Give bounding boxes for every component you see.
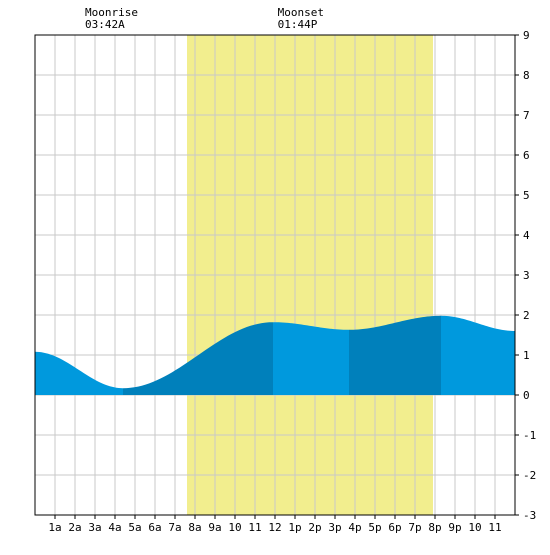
y-tick-label: 9 [523,29,530,42]
moonset-label: Moonset [278,6,324,19]
x-tick-label: 1p [288,521,301,534]
x-tick-label: 9p [448,521,461,534]
x-tick-label: 4p [348,521,361,534]
moonrise-time: 03:42A [85,18,125,31]
x-tick-label: 12 [268,521,281,534]
y-tick-label: 6 [523,149,530,162]
x-tick-label: 3a [88,521,101,534]
y-tick-label: -3 [523,509,536,522]
x-tick-label: 2a [68,521,81,534]
y-tick-label: 5 [523,189,530,202]
moonset-time: 01:44P [278,18,318,31]
label-layer: Moonrise 03:42A Moonset 01:44P -3-2-1012… [48,6,536,534]
x-tick-label: 1a [48,521,61,534]
y-tick-label: 4 [523,229,530,242]
x-tick-label: 5p [368,521,381,534]
tide-segment-rising [123,322,273,395]
moonrise-label: Moonrise [85,6,138,19]
y-tick-label: -1 [523,429,536,442]
x-tick-label: 10 [468,521,481,534]
frame-layer [34,34,519,519]
tide-segment-falling [273,322,349,395]
x-tick-label: 11 [248,521,261,534]
y-tick-label: 3 [523,269,530,282]
tide-layer [35,315,515,395]
x-tick-label: 7p [408,521,421,534]
tide-segment-falling [35,351,123,395]
x-tick-label: 3p [328,521,341,534]
x-tick-label: 2p [308,521,321,534]
y-tick-label: -2 [523,469,536,482]
x-tick-label: 4a [108,521,121,534]
y-tick-label: 0 [523,389,530,402]
y-tick-label: 7 [523,109,530,122]
x-tick-label: 8a [188,521,201,534]
x-tick-label: 11 [488,521,501,534]
y-tick-label: 1 [523,349,530,362]
tide-segment-falling [441,315,515,395]
grid-layer [35,35,515,515]
x-tick-label: 10 [228,521,241,534]
x-tick-label: 8p [428,521,441,534]
x-tick-label: 6a [148,521,161,534]
x-tick-label: 5a [128,521,141,534]
x-tick-label: 7a [168,521,181,534]
y-tick-label: 8 [523,69,530,82]
y-tick-label: 2 [523,309,530,322]
x-tick-label: 9a [208,521,221,534]
x-tick-label: 6p [388,521,401,534]
tide-segment-rising [349,315,441,395]
